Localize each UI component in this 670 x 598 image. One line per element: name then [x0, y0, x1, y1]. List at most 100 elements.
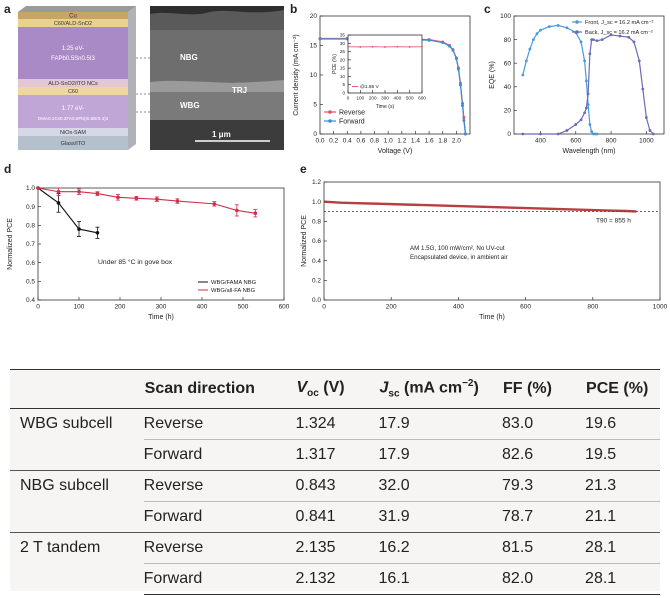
x-tick-label: 800 — [606, 138, 617, 145]
x-tick-label: 400 — [453, 304, 464, 311]
eqe-back-point — [565, 129, 569, 132]
x-tick-label: 300 — [381, 96, 389, 101]
y-tick-label: 30 — [340, 41, 346, 46]
cell-voc: 1.317 — [295, 439, 379, 471]
layer-c60-sno2 — [18, 19, 128, 27]
eqe-back-point — [637, 59, 641, 63]
x-tick-label: 0.6 — [356, 138, 365, 145]
eqe-back-point — [600, 38, 604, 41]
y-tick-label: 0.4 — [312, 258, 321, 265]
x-tick-label: 600 — [570, 138, 581, 145]
eqe-back-point — [644, 116, 648, 119]
eqe-front-point — [583, 59, 586, 63]
jv-point-forward — [463, 132, 467, 136]
cell-pce: 21.1 — [585, 501, 660, 533]
legend-swatch-marker — [328, 110, 332, 114]
table-row: WBG subcell Reverse 1.324 17.9 83.0 19.6 — [10, 408, 660, 471]
layer-niox — [18, 128, 128, 136]
y-tick-label: 0.9 — [26, 204, 35, 211]
eqe-back-point — [584, 106, 588, 110]
layer-label-nbg-comp: FAPb0.5Sn0.5I3 — [51, 56, 95, 62]
x-tick-label: 400 — [535, 138, 546, 145]
cell-jsc: 31.9 — [378, 501, 503, 533]
y-tick-label: 0.2 — [312, 278, 321, 285]
jv-point-forward — [441, 41, 445, 45]
eqe-front-point — [565, 26, 569, 30]
sem-label-wbg: WBG — [180, 101, 200, 110]
t90-label: T90 = 855 h — [596, 218, 631, 225]
eqe-front-point — [588, 123, 592, 126]
y-tick-label: 0.7 — [26, 241, 35, 248]
panel-letter-c: c — [484, 2, 491, 16]
inset-pce-point — [408, 46, 411, 48]
stability-point — [253, 211, 258, 215]
x-tick-label: 200 — [115, 304, 126, 311]
cell-voc: 1.324 — [295, 408, 379, 440]
table-header-row: Scan direction Voc (V) Jsc (mA cm−2) FF … — [10, 369, 660, 409]
x-tick-label: 200 — [386, 304, 397, 311]
inset-background — [348, 35, 422, 93]
legend-label: Front, J_sc = 16.2 mA cm⁻² — [585, 20, 654, 26]
panel-c-eqe-chart: 400 600 800 1000 0 20 40 60 80 100 Wavelength (nm)… — [489, 13, 665, 155]
performance-table: Scan direction Voc (V) Jsc (mA cm−2) FF … — [10, 369, 660, 595]
y-tick-label: 100 — [500, 13, 511, 20]
header-scan-direction: Scan direction — [143, 369, 296, 409]
x-tick-label: 400 — [393, 96, 401, 101]
eqe-back-point — [586, 92, 590, 96]
y-tick-label: 10 — [310, 72, 318, 79]
eqe-back-point — [641, 87, 645, 91]
stability-point — [235, 208, 239, 213]
y-tick-label: 10 — [340, 74, 346, 79]
panel-b-jv-chart: 0.0 0.2 0.4 0.6 0.8 1.0 1.2 1.4 1.6 1.8 2.0 0 5 10 15 2… — [293, 13, 471, 155]
mpp-trace — [323, 200, 637, 213]
y-tick-label: 0.8 — [312, 219, 321, 226]
eqe-front-point — [532, 38, 535, 41]
eqe-front-point — [590, 130, 594, 134]
legend-swatch-marker — [328, 119, 332, 123]
layer-label-c60-sno2: C60/ALD-SnO2 — [54, 21, 92, 27]
x-tick-label: 1000 — [653, 304, 668, 311]
eqe-front-point — [584, 79, 588, 83]
x-tick-label: 0 — [36, 304, 40, 311]
cell-voc: 0.843 — [295, 470, 379, 502]
x-tick-label: 1.6 — [425, 138, 434, 145]
jv-point-forward — [451, 48, 455, 52]
y-tick-label: 15 — [340, 66, 346, 71]
y-axis-label: EQE (%) — [489, 61, 496, 89]
x-tick-label: 500 — [238, 304, 249, 311]
layer-c60 — [18, 87, 128, 95]
sem-label-trj: TRJ — [232, 86, 247, 95]
y-tick-label: 35 — [340, 33, 346, 38]
eqe-front-point — [595, 132, 599, 136]
inset-pce-point — [359, 46, 362, 48]
cell-ff: 83.0 — [502, 408, 586, 440]
cell-voc: 2.132 — [295, 563, 379, 595]
inset-pce-point — [371, 45, 374, 48]
eqe-front-point — [547, 25, 551, 29]
cell-ff: 78.7 — [502, 501, 586, 533]
stability-point — [134, 196, 139, 201]
y-tick-label: 40 — [504, 84, 512, 91]
y-tick-label: 0.5 — [26, 279, 35, 286]
eqe-back-point — [583, 111, 586, 115]
x-tick-label: 0 — [347, 96, 350, 101]
layer-label-c60: C60 — [68, 89, 78, 95]
panel-a-device-diagram: Cu C60/ALD-SnO2 1.25 eV- FAPb0.5Sn0.5I3 … — [18, 6, 284, 150]
sem-label-nbg: NBG — [180, 53, 198, 62]
layer-label-nbg-gap: 1.25 eV- — [62, 46, 84, 52]
stability-point — [175, 199, 180, 203]
inset-legend-label: @1.85 V — [360, 84, 380, 90]
plot-frame — [513, 15, 665, 135]
header-ff: FF (%) — [502, 369, 586, 409]
eqe-back-point — [588, 52, 592, 56]
layer-label-niox: NiOx-SAM — [60, 130, 86, 136]
eqe-back-point — [521, 132, 525, 136]
stability-point — [155, 197, 159, 201]
x-axis-label: Time (h) — [479, 314, 505, 321]
stability-point — [56, 201, 61, 205]
header-pce: PCE (%) — [585, 369, 660, 409]
x-tick-label: 200 — [369, 96, 377, 101]
table-row: 2 T tandem Reverse 2.135 16.2 81.5 28.1 — [10, 532, 660, 595]
row-group-label: NBG subcell — [10, 470, 144, 533]
cell-ff: 82.6 — [502, 439, 586, 471]
